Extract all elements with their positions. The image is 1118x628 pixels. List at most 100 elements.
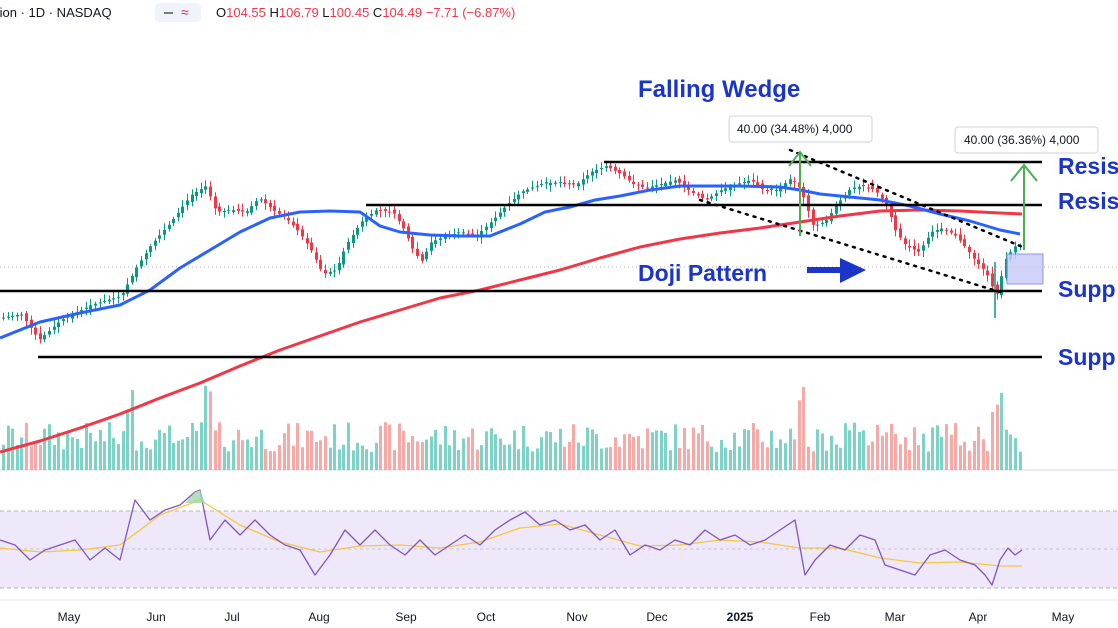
- candle-body: [701, 193, 704, 198]
- volume-bar: [835, 444, 838, 470]
- volume-bar: [223, 446, 226, 470]
- candle-body: [62, 319, 65, 322]
- volume-bar: [830, 435, 833, 470]
- volume-bar: [122, 431, 125, 470]
- candle-body: [411, 236, 414, 249]
- volume-bar: [99, 429, 102, 470]
- candle-body: [664, 182, 667, 186]
- volume-bar: [204, 385, 207, 470]
- volume-bar: [149, 449, 152, 470]
- candle-body: [862, 184, 865, 187]
- volume-bar: [476, 449, 479, 470]
- volume-bar: [301, 447, 304, 470]
- candle-body: [471, 233, 474, 235]
- volume-bar: [421, 442, 424, 470]
- volume-bar: [186, 437, 189, 470]
- volume-bar: [158, 429, 161, 470]
- candle-body: [131, 275, 134, 283]
- volume-bar: [784, 443, 787, 470]
- candle-body: [770, 188, 773, 190]
- candle-body: [526, 189, 529, 192]
- volume-bar: [1005, 429, 1008, 470]
- candle-body: [365, 217, 368, 222]
- candle-body: [706, 198, 709, 200]
- high-value: 106.79: [278, 5, 319, 20]
- candle-body: [361, 221, 364, 227]
- candle-body: [71, 314, 74, 319]
- candle-body: [894, 215, 897, 231]
- volume-bar: [425, 439, 428, 470]
- candle-body: [80, 309, 83, 312]
- volume-bar: [375, 442, 378, 470]
- volume-bar: [53, 444, 56, 470]
- volume-bar: [812, 451, 815, 470]
- volume-bar: [936, 425, 939, 470]
- volume-bar: [950, 434, 953, 470]
- candle-body: [917, 249, 920, 252]
- candle-body: [858, 186, 861, 190]
- volume-bar: [862, 430, 865, 470]
- candle-body: [945, 229, 948, 231]
- measure-text-left: 40.00 (34.48%) 4,000: [737, 122, 853, 136]
- volume-bar: [241, 440, 244, 470]
- volume-bar: [30, 446, 33, 470]
- candle-body: [457, 232, 460, 234]
- candle-body: [784, 183, 787, 188]
- volume-bar: [384, 422, 387, 470]
- volume-bar: [457, 449, 460, 470]
- candle-body: [375, 210, 378, 215]
- symbol-info[interactable]: tion · 1D · NASDAQ: [0, 5, 112, 20]
- candle-body: [779, 187, 782, 192]
- candle-body: [913, 245, 916, 250]
- candle-body: [697, 193, 700, 196]
- candle-body: [678, 178, 681, 183]
- volume-bar: [25, 422, 28, 470]
- candle-body: [775, 190, 778, 192]
- volume-bar: [720, 439, 723, 470]
- candle-body: [738, 183, 741, 185]
- candle-body: [122, 293, 125, 295]
- candle-body: [839, 200, 842, 206]
- volume-bar: [467, 437, 470, 470]
- volume-bar: [977, 426, 980, 470]
- candle-body: [991, 273, 994, 287]
- candle-body: [982, 263, 985, 269]
- candle-body: [223, 210, 226, 213]
- volume-bar: [273, 451, 276, 470]
- candle-body: [848, 189, 851, 195]
- candle-body: [876, 187, 879, 193]
- volume-bar: [310, 430, 313, 470]
- volume-bar: [411, 436, 414, 470]
- volume-bar: [545, 431, 548, 470]
- ohlc-readout: O104.55 H106.79 L100.45 C104.49 −7.71 (−…: [216, 5, 515, 20]
- candle-body: [522, 191, 525, 194]
- volume-bar: [462, 438, 465, 470]
- volume-bar: [347, 422, 350, 470]
- indicator-toggle-button[interactable]: ≈: [155, 3, 201, 22]
- volume-bar: [48, 424, 51, 470]
- volume-bar: [39, 445, 42, 470]
- candle-body: [467, 233, 470, 235]
- candle-body: [306, 238, 309, 244]
- volume-bar: [333, 424, 336, 470]
- candle-body: [140, 260, 143, 267]
- volume-bar: [402, 430, 405, 470]
- volume-bar: [853, 422, 856, 470]
- volume-bar: [71, 437, 74, 470]
- change-value: −7.71 (−6.87%): [425, 5, 516, 20]
- volume-bar: [361, 445, 364, 470]
- volume-bar: [278, 445, 281, 470]
- volume-bar: [490, 428, 493, 470]
- volume-bar: [885, 432, 888, 470]
- candle-body: [319, 259, 322, 269]
- candle-body: [899, 228, 902, 238]
- candle-body: [747, 180, 750, 184]
- volume-bar: [775, 447, 778, 470]
- volume-bar: [255, 436, 258, 470]
- volume-bar: [609, 447, 612, 470]
- volume-bar: [540, 437, 543, 470]
- candle-body: [384, 209, 387, 212]
- volume-bar: [342, 444, 345, 470]
- time-axis-label: Sep: [395, 610, 417, 624]
